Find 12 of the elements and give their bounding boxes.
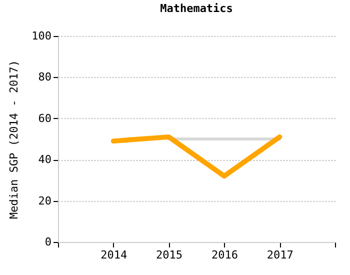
y-tick-label: 0 — [44, 236, 52, 248]
x-tick-label: 2017 — [266, 248, 294, 262]
x-tick-label: 2014 — [100, 248, 128, 262]
chart-title: Mathematics — [160, 2, 233, 15]
x-tick-label: 2016 — [211, 248, 238, 262]
y-tick-label: 20 — [38, 194, 52, 208]
y-tick-label: 60 — [38, 112, 52, 125]
y-tick-label: 40 — [38, 153, 52, 166]
y-tick-label: 100 — [32, 30, 52, 42]
x-tick-label: 2015 — [156, 248, 183, 262]
y-axis-title: Median SGP (2014 - 2017) — [8, 60, 21, 219]
y-tick-label: 80 — [38, 70, 52, 84]
